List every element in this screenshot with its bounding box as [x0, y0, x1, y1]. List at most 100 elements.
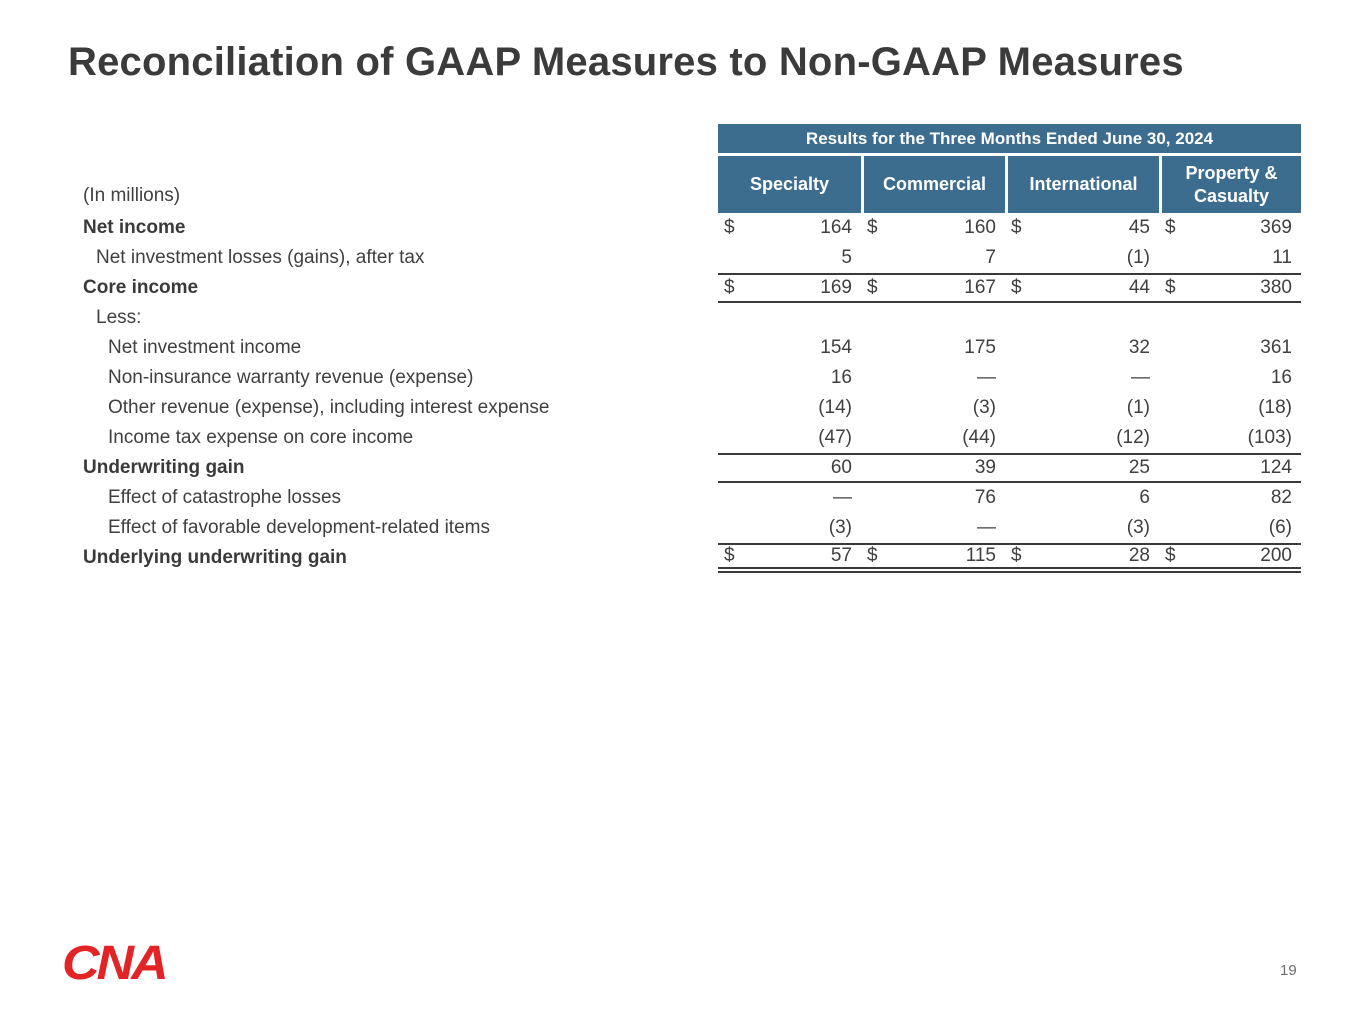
cell-value: (6)	[1268, 517, 1292, 538]
cell-value: (3)	[1126, 517, 1150, 538]
value-cell: (6)	[1159, 513, 1301, 543]
cell-value: 380	[1260, 277, 1292, 298]
column-header-specialty: Specialty	[718, 153, 861, 213]
column-header-commercial: Commercial	[861, 153, 1005, 213]
column-header-international: International	[1005, 153, 1159, 213]
value-cell: $45	[1005, 213, 1159, 243]
value-cell: 60	[718, 453, 861, 483]
cell-value: —	[833, 487, 852, 508]
cell-value: (47)	[818, 427, 852, 448]
value-cell: $167	[861, 273, 1005, 303]
cell-value: 7	[985, 247, 996, 268]
currency-symbol: $	[1165, 277, 1176, 298]
value-cell: (1)	[1005, 243, 1159, 273]
cell-value: —	[977, 367, 996, 388]
column-header-property-casualty: Property & Casualty	[1159, 153, 1301, 213]
cell-value: 44	[1128, 277, 1150, 298]
table-header-row: (In millions) Specialty Commercial Inter…	[83, 153, 1301, 213]
currency-symbol: $	[867, 277, 878, 298]
row-label: Net investment income	[108, 337, 302, 358]
table-row: Effect of favorable development-related …	[83, 513, 1301, 543]
currency-symbol: $	[724, 217, 735, 238]
row-label: Income tax expense on core income	[108, 427, 414, 448]
cell-value: 57	[830, 545, 852, 566]
cell-value: 164	[820, 217, 852, 238]
value-cell: $369	[1159, 213, 1301, 243]
value-cell: (3)	[718, 513, 861, 543]
currency-symbol: $	[1011, 545, 1022, 566]
cell-value: 28	[1128, 545, 1150, 566]
value-cell	[1005, 303, 1159, 333]
value-cell: 16	[1159, 363, 1301, 393]
cell-value: 200	[1260, 545, 1292, 566]
row-label: Non-insurance warranty revenue (expense)	[108, 367, 474, 388]
cell-value: (103)	[1247, 427, 1292, 448]
value-cell: 32	[1005, 333, 1159, 363]
value-cell: 7	[861, 243, 1005, 273]
value-cell: $380	[1159, 273, 1301, 303]
row-label: Underwriting gain	[83, 457, 245, 478]
table-banner-row: Results for the Three Months Ended June …	[83, 124, 1301, 153]
cell-value: 6	[1139, 487, 1150, 508]
value-cell: 25	[1005, 453, 1159, 483]
banner-spacer	[83, 124, 718, 153]
cell-value: 25	[1128, 457, 1150, 478]
value-cell: $115	[861, 543, 1005, 573]
value-cell: 11	[1159, 243, 1301, 273]
row-label: Other revenue (expense), including inter…	[108, 397, 550, 418]
cell-value: 167	[964, 277, 996, 298]
cell-value: 11	[1272, 247, 1292, 268]
table-row: Core income $169 $167 $44 $380	[83, 273, 1301, 303]
value-cell: 361	[1159, 333, 1301, 363]
value-cell	[718, 303, 861, 333]
currency-symbol: $	[724, 545, 735, 566]
cell-value: (44)	[962, 427, 996, 448]
table-row: Less:	[83, 303, 1301, 333]
cell-value: 32	[1128, 337, 1150, 358]
value-cell: (103)	[1159, 423, 1301, 453]
currency-symbol: $	[1165, 545, 1176, 566]
row-label: Effect of favorable development-related …	[108, 517, 490, 538]
value-cell: 39	[861, 453, 1005, 483]
row-label: Core income	[83, 277, 199, 298]
cell-value: 16	[830, 367, 852, 388]
table-rows: Net income $164 $160 $45 $369 Net investment …	[83, 213, 1301, 573]
value-cell: 82	[1159, 483, 1301, 513]
value-cell: 76	[861, 483, 1005, 513]
value-cell: —	[861, 363, 1005, 393]
row-label: Net investment losses (gains), after tax	[96, 247, 425, 268]
currency-symbol: $	[867, 545, 878, 566]
currency-symbol: $	[724, 277, 735, 298]
value-cell	[861, 303, 1005, 333]
value-cell: (1)	[1005, 393, 1159, 423]
value-cell	[1159, 303, 1301, 333]
value-cell: (14)	[718, 393, 861, 423]
cell-value: (1)	[1126, 247, 1150, 268]
cell-value: 82	[1270, 487, 1292, 508]
value-cell: (12)	[1005, 423, 1159, 453]
cell-value: (12)	[1116, 427, 1150, 448]
cell-value: (3)	[828, 517, 852, 538]
row-label: Less:	[96, 307, 142, 328]
cell-value: 45	[1128, 217, 1150, 238]
table-row: Other revenue (expense), including inter…	[83, 393, 1301, 423]
value-cell: (44)	[861, 423, 1005, 453]
reconciliation-table: Results for the Three Months Ended June …	[83, 124, 1301, 573]
value-cell: 154	[718, 333, 861, 363]
table-row: Underlying underwriting gain $57 $115 $28 $2…	[83, 543, 1301, 573]
table-banner: Results for the Three Months Ended June …	[718, 124, 1301, 153]
row-label: Underlying underwriting gain	[83, 547, 347, 568]
cell-value: 369	[1260, 217, 1292, 238]
table-row: Net investment income 154 175 32 361	[83, 333, 1301, 363]
value-cell: $169	[718, 273, 861, 303]
currency-symbol: $	[867, 217, 878, 238]
cell-value: (3)	[972, 397, 996, 418]
value-cell: $28	[1005, 543, 1159, 573]
table-row: Effect of catastrophe losses — 76 6 82	[83, 483, 1301, 513]
cell-value: (1)	[1126, 397, 1150, 418]
value-cell: —	[1005, 363, 1159, 393]
row-label: Net income	[83, 217, 186, 238]
value-cell: 6	[1005, 483, 1159, 513]
value-cell: (3)	[1005, 513, 1159, 543]
cell-value: (14)	[818, 397, 852, 418]
